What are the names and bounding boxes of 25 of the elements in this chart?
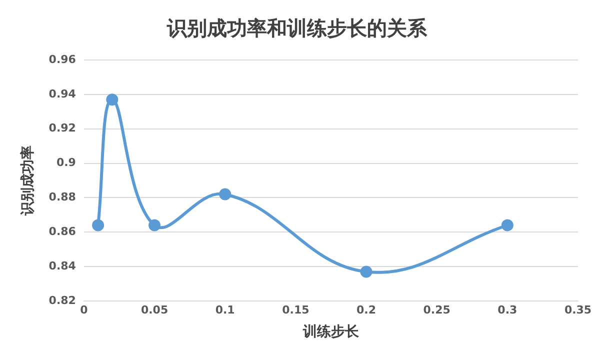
- point: [92, 219, 104, 232]
- y-tick-label: 0.86: [48, 225, 76, 238]
- y-tick-label: 0.84: [48, 259, 76, 272]
- x-tick-label: 0.2: [356, 303, 376, 316]
- y-tick-label: 0.96: [48, 52, 76, 66]
- y-tick-label: 0.92: [48, 122, 76, 135]
- chart-title: 识别成功率和训练步长的关系: [166, 16, 428, 40]
- point: [148, 219, 161, 232]
- x-tick-label: 0: [80, 303, 88, 316]
- x-tick-label: 0.15: [282, 303, 310, 316]
- point: [219, 188, 232, 200]
- x-tick-label: 0.05: [140, 303, 168, 316]
- point: [106, 94, 118, 106]
- y-tick-label: 0.94: [48, 87, 76, 100]
- y-tick-label: 0.9: [56, 156, 76, 170]
- x-tick-label: 0.3: [498, 303, 518, 316]
- x-tick-label: 0.25: [423, 303, 450, 316]
- y-tick-label: 0.88: [48, 190, 76, 204]
- y-tick-label: 0.82: [48, 294, 76, 307]
- point: [501, 219, 514, 232]
- x-tick-label: 0.1: [215, 303, 235, 316]
- x-tick-label: 0.35: [564, 303, 592, 316]
- x-axis-title: 训练步长: [302, 324, 360, 340]
- point: [360, 266, 372, 278]
- y-axis-title: 识别成功率: [19, 146, 36, 216]
